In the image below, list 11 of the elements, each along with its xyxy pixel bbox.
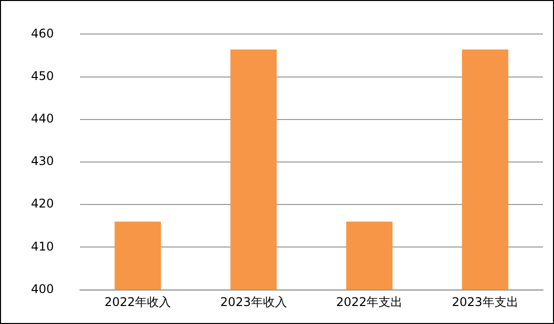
- x-tick-label: 2022年收入: [104, 295, 172, 310]
- x-tick-label: 2023年收入: [220, 295, 287, 310]
- y-tick-label: 420: [31, 196, 54, 211]
- y-tick-label: 450: [31, 68, 54, 83]
- x-tick-label: 2023年支出: [452, 295, 518, 310]
- y-tick-label: 430: [31, 154, 54, 168]
- y-tick-label: 460: [31, 26, 54, 40]
- x-tick-label: 2022年支出: [336, 295, 403, 310]
- y-tick-label: 400: [31, 282, 54, 296]
- y-tick-label: 410: [31, 239, 54, 254]
- y-tick-label: 440: [31, 112, 54, 126]
